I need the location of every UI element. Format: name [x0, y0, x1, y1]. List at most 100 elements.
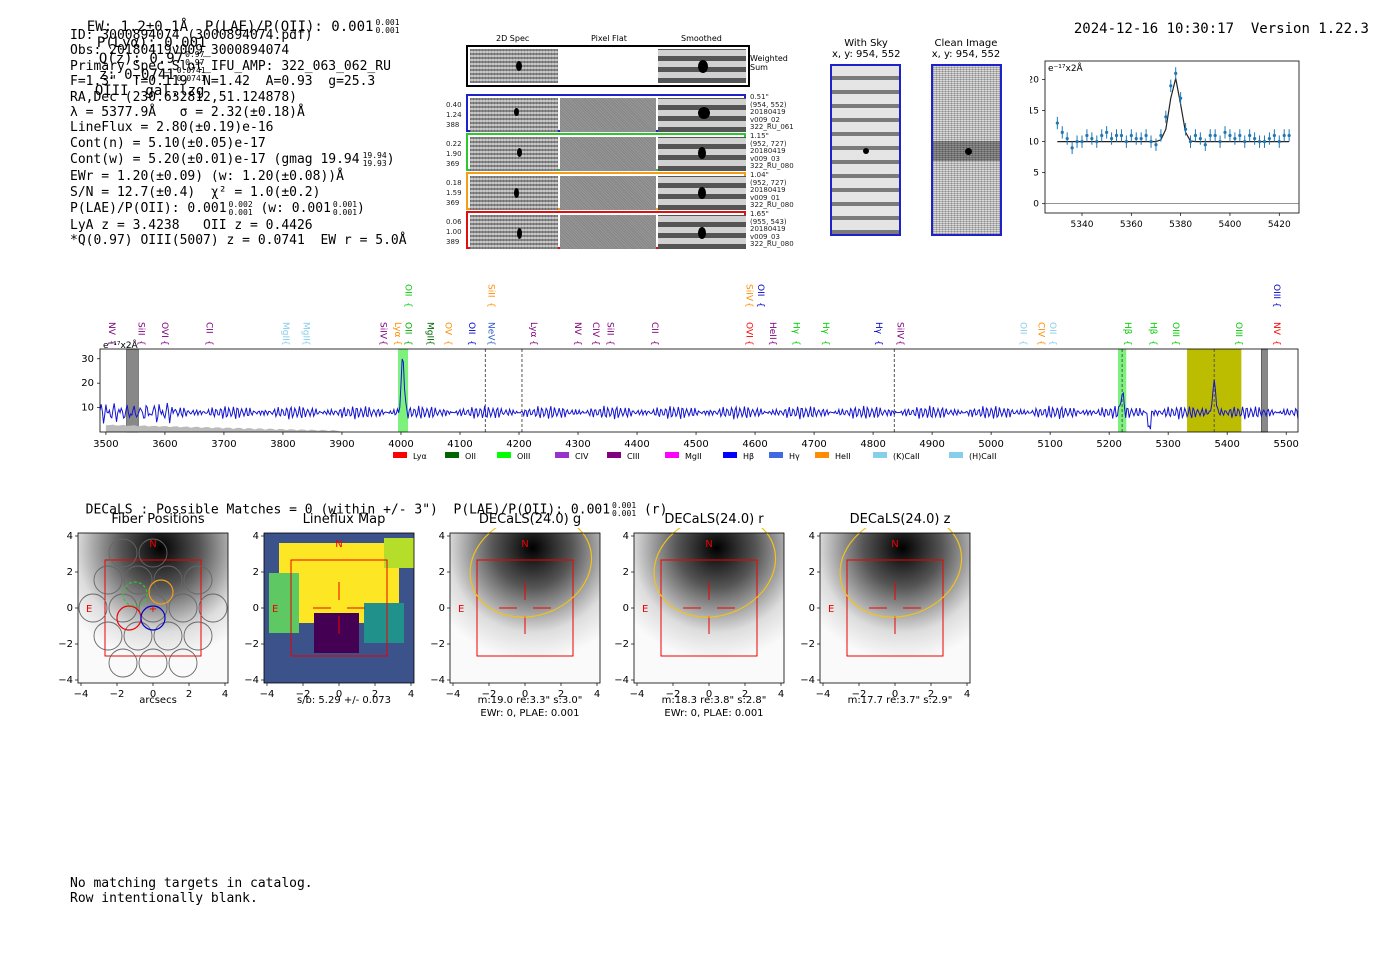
spec2d-row-2d	[470, 137, 558, 171]
cutout-title: Lineflux Map	[302, 512, 386, 527]
legend-label: CIII	[627, 452, 640, 461]
zoom-data-point	[1129, 133, 1133, 138]
spectrum-line-label: MgII	[301, 322, 311, 341]
spec2d-row-left-stamps: 0.18 1.59 369	[446, 178, 466, 208]
zoom-data-point	[1218, 140, 1222, 144]
spectrum-line-brace: {	[203, 340, 213, 346]
spectrum-line-brace: {	[1122, 340, 1132, 346]
cutout-xtick-label: 4	[964, 689, 970, 700]
spectrum-line-label: NV	[106, 322, 116, 336]
cutout-ytick-label: −4	[244, 675, 259, 686]
spectrum-line-label-group: Hγ {	[820, 322, 830, 346]
spec2d-row-left-stamp: 0.40	[446, 101, 462, 109]
clean-image-coords: x, y: 954, 552	[931, 49, 1001, 60]
legend-swatch	[723, 452, 738, 458]
info-plae-w: (w: 0.001	[260, 201, 331, 217]
cutout-xtick-label: 4	[594, 689, 600, 700]
legend-label: Lyα	[413, 452, 427, 461]
zoom-ytick-label: 15	[1030, 107, 1039, 117]
zoom-xtick-label: 5360	[1120, 220, 1143, 230]
spec2d-row-right-stamp: (954, 552)	[750, 100, 787, 109]
zoom-data-point	[1183, 127, 1188, 131]
spectrum-line-label-group: NV {	[572, 322, 582, 346]
spectrum-line-label: SiII	[135, 322, 145, 336]
cutout-title: Fiber Positions	[111, 512, 205, 527]
cutout-ytick-label: 2	[623, 567, 629, 578]
spec2d-row-left-stamp: 0.06	[446, 218, 462, 226]
spectrum-line-label: OII	[1047, 322, 1057, 334]
spectrum-line-label-group: OIII {	[1170, 322, 1180, 346]
info-obs: Obs: 20180419v009_3000894074	[70, 43, 290, 59]
galaxy-ellipse	[839, 528, 963, 618]
lineflux-dark	[314, 613, 359, 653]
lineflux-teal	[364, 603, 404, 643]
spectrum-xtick-label: 4700	[801, 439, 826, 450]
spec2d-row-left-stamp: 0.22	[446, 140, 462, 148]
spectrum-unit-label: e⁻¹⁷x2Å	[103, 339, 139, 351]
weighted-smooth	[658, 49, 746, 83]
cutout-xtick-label: 2	[186, 689, 192, 700]
legend-swatch	[393, 452, 408, 458]
spectrum-line-brace: {	[743, 340, 753, 346]
compass-n: N	[335, 539, 342, 550]
compass-n: N	[149, 539, 156, 550]
fiber-orange	[148, 579, 174, 605]
info-lya: LyA z = 3.4238 OII z = 0.4426	[70, 218, 313, 234]
cutout-xtick-label: −4	[446, 689, 461, 700]
spec2d-row-flat	[560, 137, 656, 171]
cutout-caption-2: EWr: 0, PLAE: 0.001	[480, 708, 580, 719]
spectrum-line-label: NV	[1271, 322, 1281, 336]
footer-no-match: No matching targets in catalog.	[70, 876, 313, 891]
legend-label: Hβ	[743, 452, 754, 461]
cutout-ytick-label: −2	[244, 639, 259, 650]
spectrum-line-label: Hγ	[873, 322, 883, 335]
compass-n: N	[521, 539, 528, 550]
spectrum-xtick-label: 5300	[1155, 439, 1180, 450]
spectrum-xtick-label: 3800	[270, 439, 295, 450]
spectrum-xtick-label: 5400	[1214, 439, 1239, 450]
spec2d-row-smooth-spot	[698, 107, 710, 119]
spectrum-line-label-group: SiIV{	[894, 322, 904, 346]
spectrum-line-label: SiIV	[743, 284, 753, 302]
cutout-ytick-label: 0	[623, 603, 629, 614]
zoom-data-point	[1272, 133, 1276, 138]
spectrum-line-brace: {	[280, 340, 290, 346]
spectrum-line-label: NeV	[485, 322, 495, 341]
spectrum-xtick-label: 5100	[1037, 439, 1062, 450]
zoom-data-point	[1174, 71, 1178, 76]
spectrum-line-label-group: Hγ {	[790, 322, 800, 346]
header-summary: EW: 1.2±0.1Å P(LAE)/P(OII): 0.001 0.001 0.…	[70, 3, 400, 100]
cutout-ytick-label: 2	[809, 567, 815, 578]
weighted-sum-label: Weighted Sum	[750, 54, 788, 72]
spectrum-line-brace: {	[605, 340, 615, 346]
spectrum-xtick-label: 3900	[329, 439, 354, 450]
spectrum-line-brace: {	[873, 340, 883, 346]
spectrum-line-label-group: Lyα {	[528, 322, 538, 346]
with-sky-image	[830, 64, 901, 236]
legend-label: OIII	[517, 452, 530, 461]
zoom-ytick-label: 20	[1030, 76, 1039, 86]
legend-label: MgII	[685, 452, 702, 461]
clean-image-header: Clean Image x, y: 954, 552	[931, 38, 1001, 60]
spec2d-row-smooth-spot	[698, 187, 706, 199]
spectrum-line-label: OV	[442, 322, 452, 336]
spectrum-xtick-label: 4100	[447, 439, 472, 450]
cutout-xtick-label: 0	[336, 689, 342, 700]
zoom-data-point	[1085, 133, 1089, 138]
cutout-ytick-label: 0	[253, 603, 259, 614]
zoom-data-point	[1203, 143, 1207, 147]
spectrum-xtick-label: 3600	[152, 439, 177, 450]
cutout-xtick-label: 2	[372, 689, 378, 700]
zoom-data-point	[1233, 136, 1237, 141]
cutout-aperture-box	[476, 559, 574, 657]
spectrum-line-brace: {	[743, 302, 753, 308]
spectrum-line-label-group: OVI {	[159, 322, 169, 346]
spec2d-row-right-stamp: 322_RU_061	[750, 123, 794, 132]
spec2d-row-flat	[560, 98, 656, 132]
spec2d-row-right-stamps: 1.15" (952, 727) 20180419 v009_03 322_RU_080	[750, 132, 798, 171]
spectrum-line-label-group: CIV {	[1035, 322, 1045, 346]
compass-n: N	[891, 539, 898, 550]
spectrum-ytick-label: 10	[81, 403, 94, 414]
spectrum-line-label: SiIV	[377, 322, 387, 340]
zoom-data-point	[1282, 133, 1286, 138]
